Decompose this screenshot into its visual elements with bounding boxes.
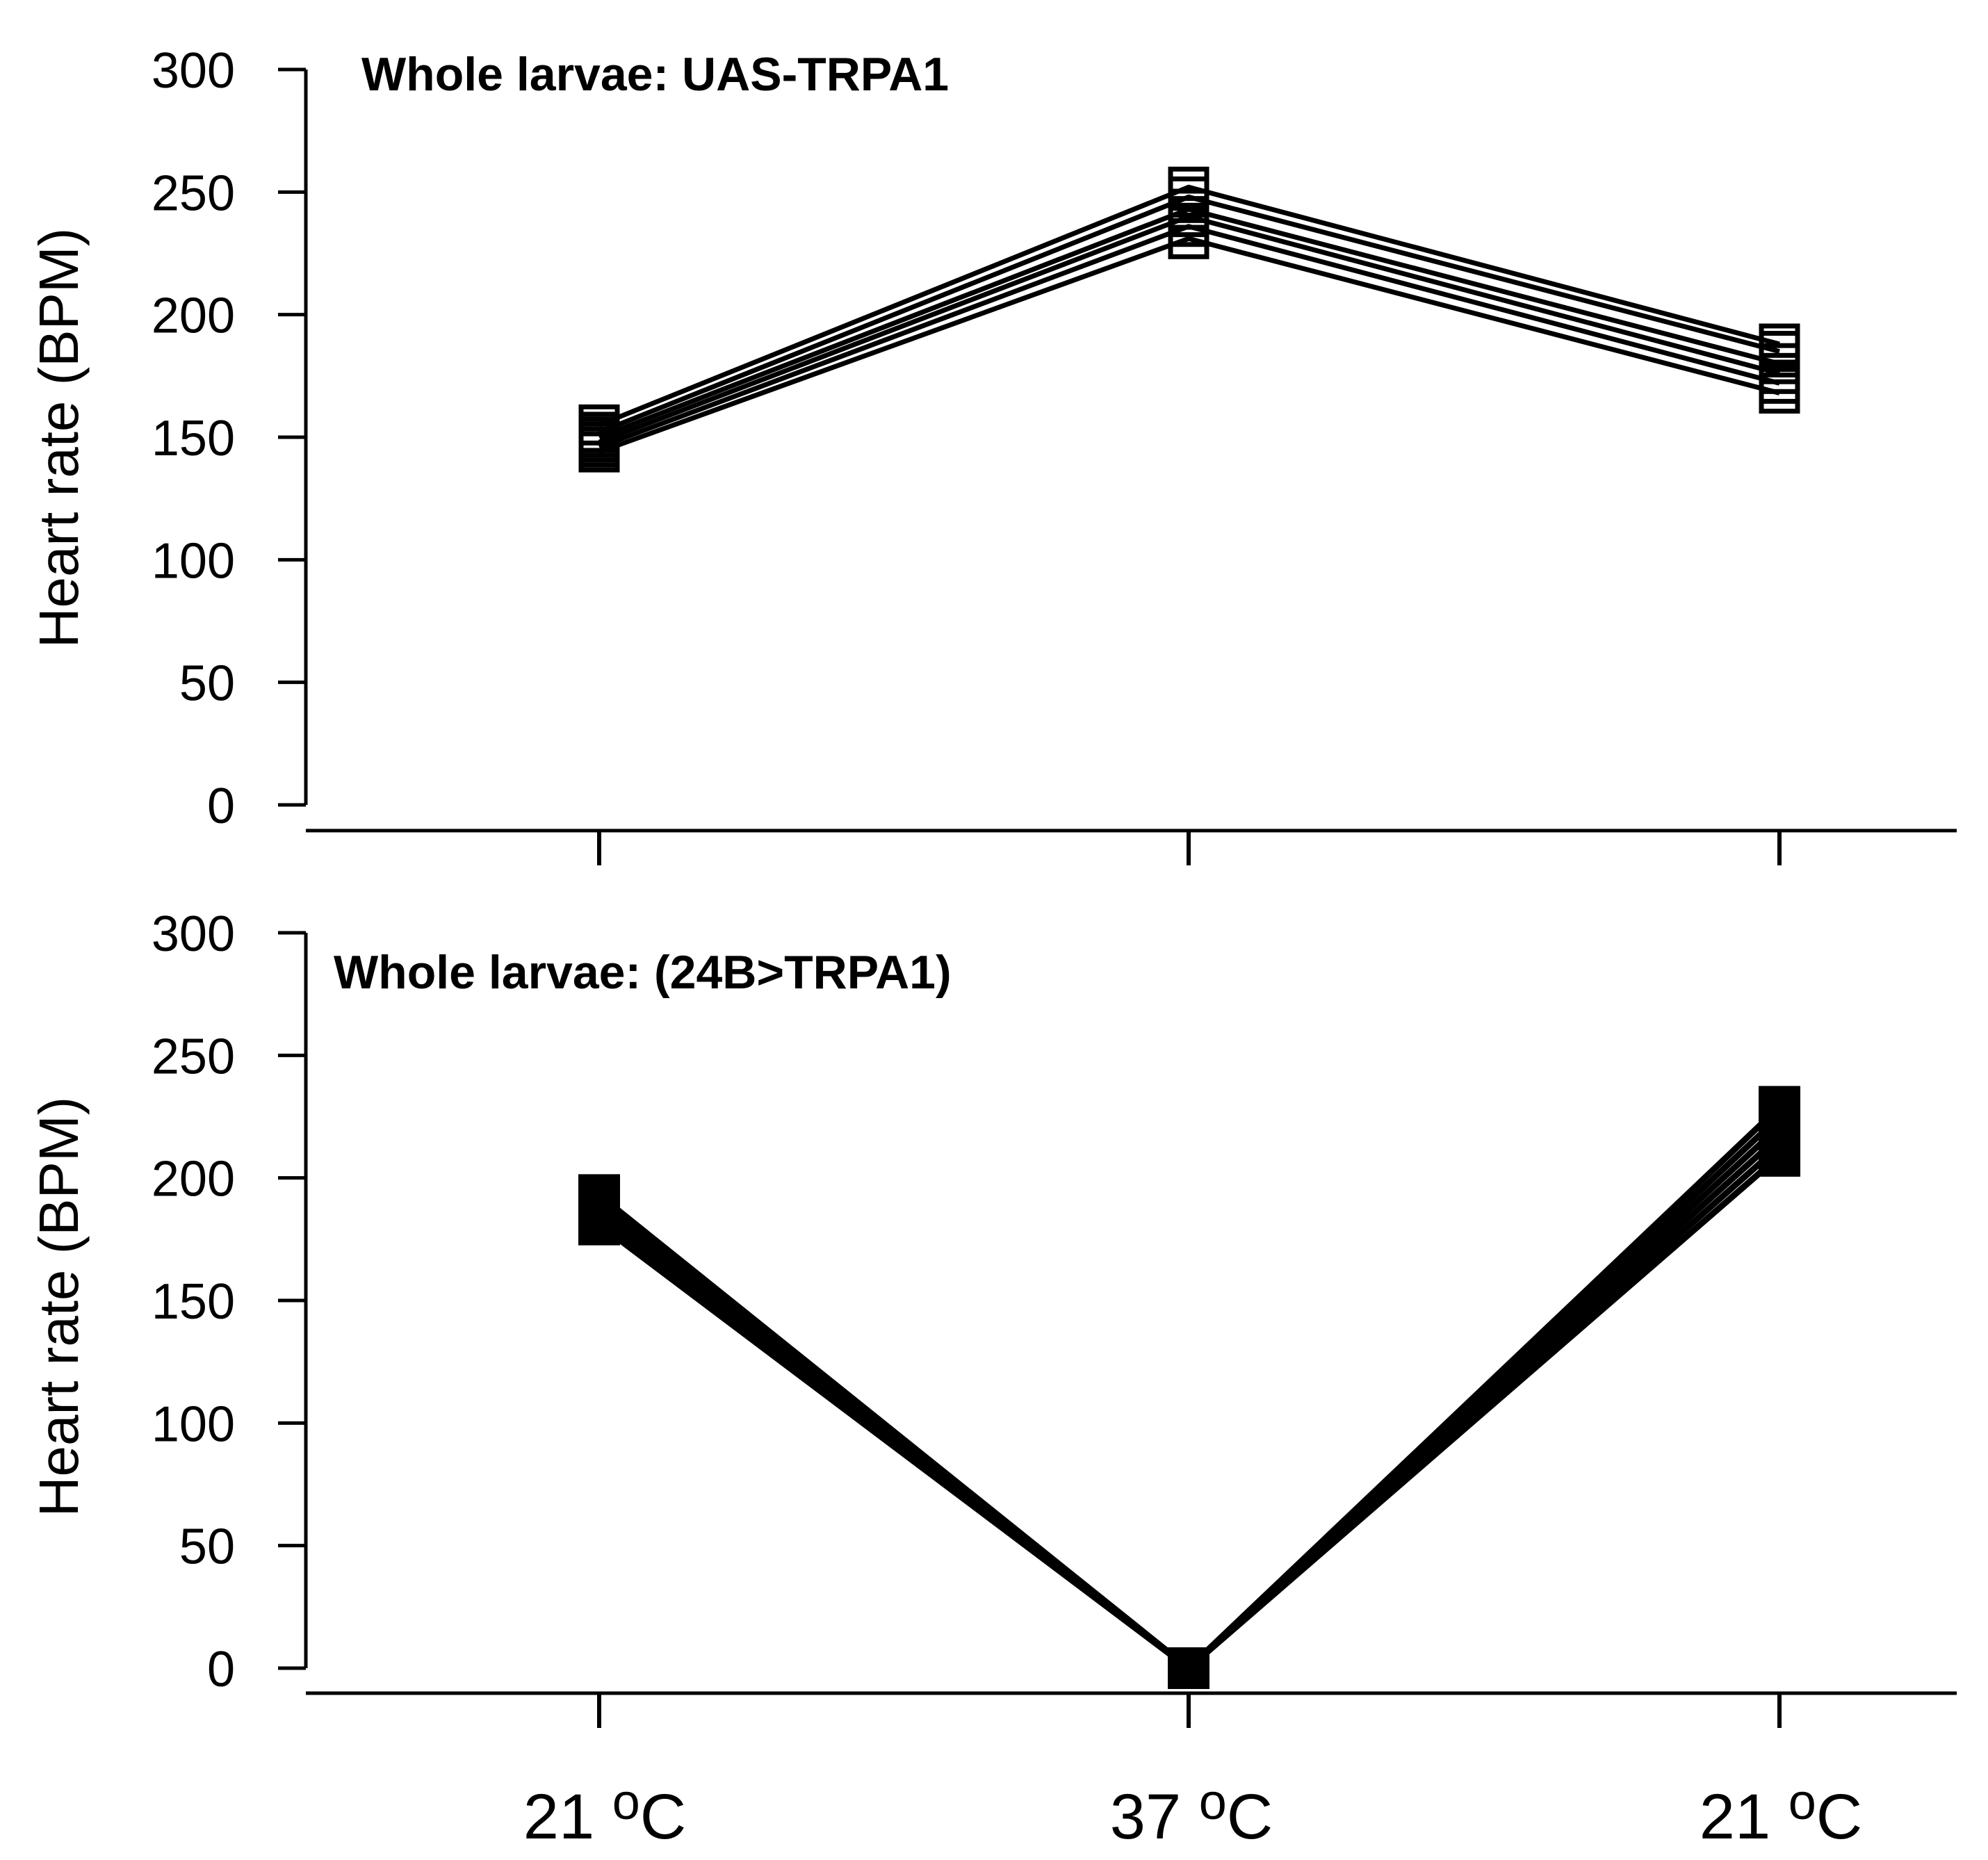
panel-top: Whole larvae: UAS-TRPA1 Heart rate (BPM)… (28, 43, 1957, 865)
y-tick-label: 250 (152, 1029, 235, 1084)
series-lines-bottom (597, 1104, 1782, 1672)
y-tick-label: 300 (152, 43, 235, 99)
y-tick-label: 150 (152, 411, 235, 466)
data-point (1759, 373, 1800, 414)
data-point (578, 431, 620, 473)
y-tick-label: 0 (207, 778, 235, 834)
y-tick-label: 300 (152, 906, 235, 962)
series-line (597, 1124, 1782, 1672)
y-tick-label: 100 (152, 533, 235, 589)
series-line (597, 1153, 1782, 1672)
panel-bottom: Whole larvae: (24B>TRPA1) Heart rate (BP… (28, 906, 1957, 1728)
series-line (597, 1143, 1782, 1672)
x-label-0-base: 21 (523, 1781, 612, 1852)
y-axis-title-bottom: Heart rate (BPM) (28, 1097, 90, 1517)
y-tick-label: 200 (152, 1152, 235, 1207)
x-label-2: 21 oC (1700, 1775, 1862, 1852)
x-category-labels: 21 oC 37 oC 21 oC (523, 1775, 1862, 1852)
series-line (598, 184, 1780, 427)
y-tick-label: 100 (152, 1396, 235, 1452)
x-label-0-sup: o (612, 1775, 640, 1830)
markers-top (578, 166, 1800, 473)
series-line (597, 1134, 1782, 1672)
panel-title-bottom: Whole larvae: (24B>TRPA1) (334, 946, 952, 999)
series-line (598, 236, 1780, 455)
y-axis-title-top: Heart rate (BPM) (28, 228, 90, 648)
x-label-0-unit: C (640, 1781, 686, 1852)
y-tick-label: 150 (152, 1274, 235, 1330)
x-label-1-unit: C (1227, 1781, 1273, 1852)
data-point (1759, 1134, 1800, 1177)
data-point (1168, 218, 1209, 259)
series-line (597, 1104, 1782, 1672)
y-tick-label: 50 (179, 656, 235, 712)
series-line (597, 1114, 1782, 1672)
x-label-1-base: 37 (1110, 1781, 1199, 1852)
x-label-2-sup: o (1789, 1775, 1816, 1830)
axes-top: 0 50 100 150 200 250 300 (152, 43, 1957, 865)
axes-bottom: 0 50 100 150 200 250 300 (152, 906, 1957, 1728)
markers-bottom (578, 1086, 1800, 1689)
data-point (1168, 1647, 1209, 1689)
x-label-2-unit: C (1816, 1781, 1862, 1852)
data-point (578, 1203, 620, 1246)
y-tick-label: 0 (207, 1642, 235, 1697)
x-label-0: 21 oC (523, 1775, 686, 1852)
series-line (598, 224, 1780, 450)
series-line (598, 214, 1780, 445)
panel-title-top: Whole larvae: UAS-TRPA1 (361, 48, 949, 101)
y-tick-label: 200 (152, 288, 235, 344)
x-label-1: 37 oC (1110, 1775, 1273, 1852)
x-label-1-sup: o (1199, 1775, 1227, 1830)
y-tick-label: 250 (152, 165, 235, 221)
y-tick-label: 50 (179, 1519, 235, 1575)
x-label-2-base: 21 (1700, 1781, 1789, 1852)
